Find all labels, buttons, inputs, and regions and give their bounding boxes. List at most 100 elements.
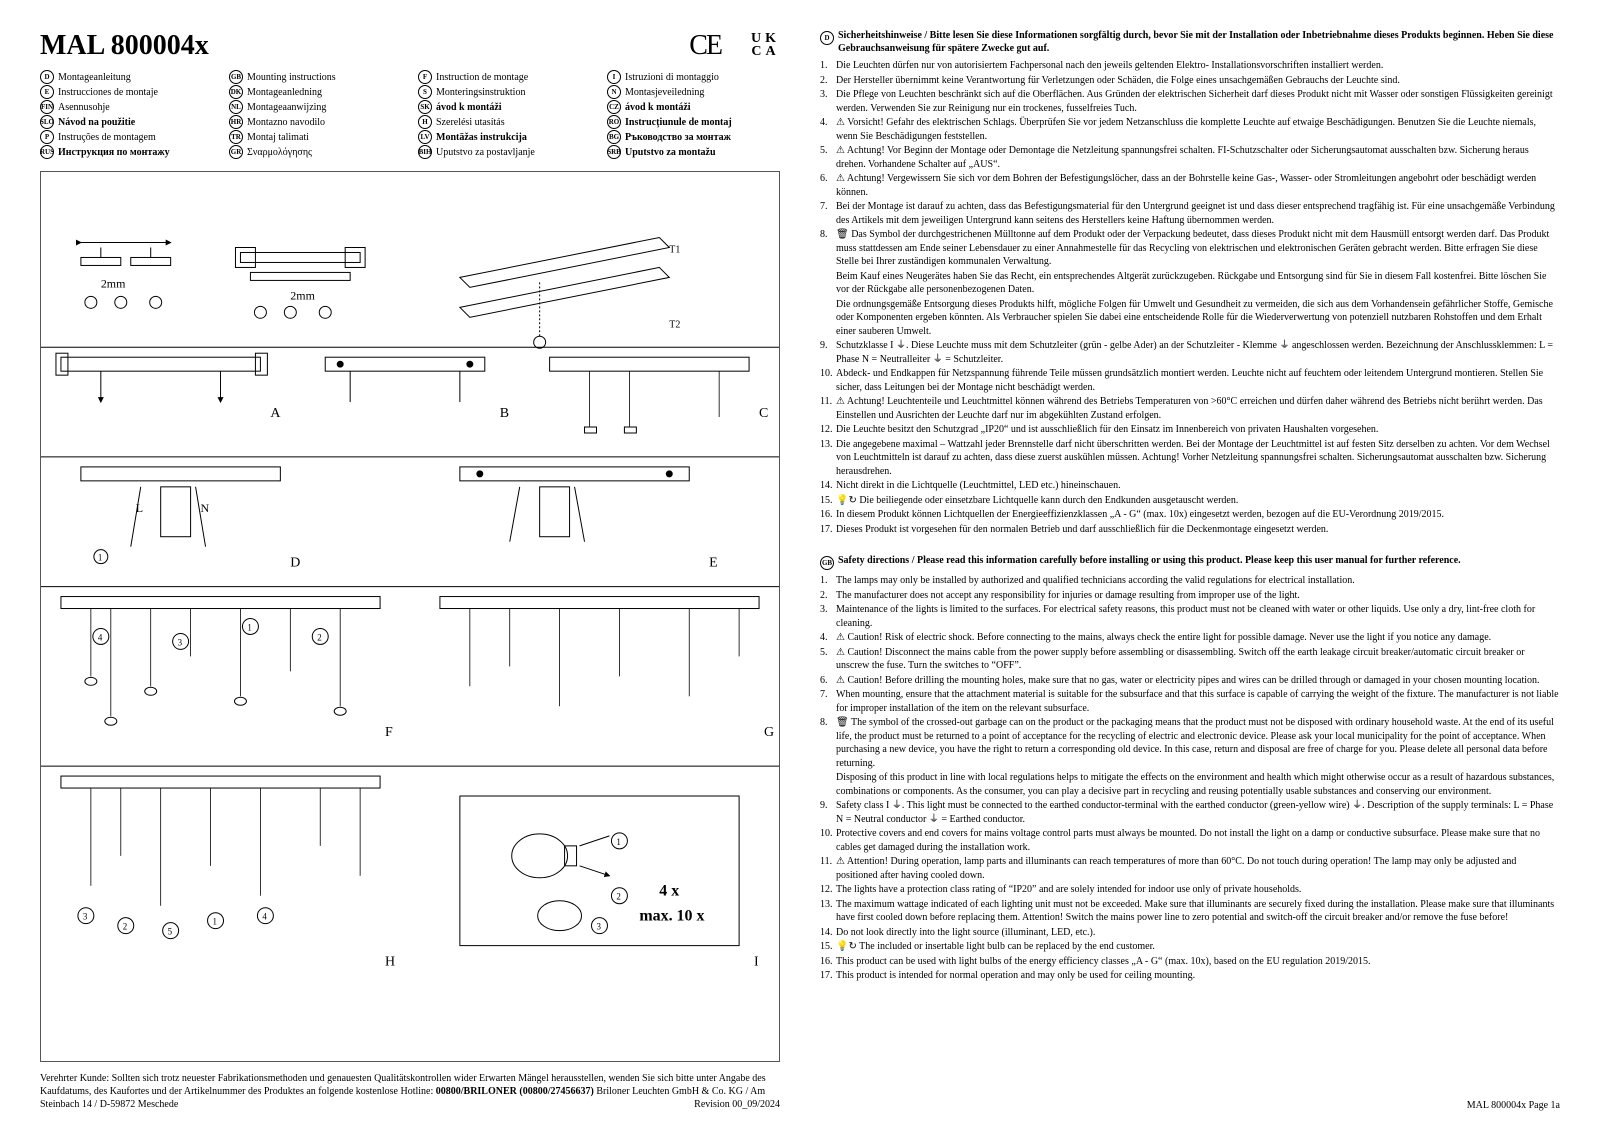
compliance-marks: CE UK CA bbox=[689, 30, 780, 62]
lang-label: Návod na použitie bbox=[58, 117, 135, 128]
safety-item: 17.Dieses Produkt ist vorgesehen für den… bbox=[836, 523, 1560, 537]
safety-item: 8.🗑 The symbol of the crossed-out garbag… bbox=[836, 716, 1560, 798]
qty-4x: 4 x bbox=[659, 883, 679, 900]
lang-label: Monteringsinstruktion bbox=[436, 87, 525, 98]
label-d: D bbox=[290, 556, 300, 571]
lang-label: Instruções de montagem bbox=[58, 132, 156, 143]
left-column: MAL 800004x CE UK CA DMontageanleitungGB… bbox=[40, 30, 780, 1111]
diagram-svg: 2mm 2mm T1 T2 bbox=[41, 172, 779, 1061]
header-row: MAL 800004x CE UK CA bbox=[40, 30, 780, 62]
lang-item-dk: DKMontageanledning bbox=[229, 85, 402, 99]
lang-circle-icon: CZ bbox=[607, 100, 621, 114]
lang-circle-icon: RO bbox=[607, 115, 621, 129]
lang-label: Instruction de montage bbox=[436, 72, 528, 83]
svg-text:2: 2 bbox=[317, 632, 321, 642]
de-header-text: Sicherheitshinweise / Bitte lesen Sie di… bbox=[838, 30, 1560, 55]
safety-item: 9.Safety class I ⏚. This light must be c… bbox=[836, 799, 1560, 826]
ukca-bottom: CA bbox=[751, 44, 779, 59]
section-de: D Sicherheitshinweise / Bitte lesen Sie … bbox=[820, 30, 1560, 537]
lang-label: Montageanledning bbox=[247, 87, 322, 98]
lang-item-sk: SK ávod k montáži bbox=[418, 100, 591, 114]
product-title: MAL 800004x bbox=[40, 30, 209, 62]
lang-label: Szerelési utasítás bbox=[436, 117, 505, 128]
lang-label: Инструкция по монтажу bbox=[58, 147, 170, 158]
safety-item: 4.⚠ Vorsicht! Gefahr des elektrischen Sc… bbox=[836, 116, 1560, 143]
lang-circle-icon: SRB bbox=[607, 145, 621, 159]
lang-circle-icon: HR bbox=[229, 115, 243, 129]
lang-circle-icon: GB bbox=[229, 70, 243, 84]
lang-label: Ръководство за монтаж bbox=[625, 132, 731, 143]
lang-label: Montageaanwijzing bbox=[247, 102, 326, 113]
svg-text:3: 3 bbox=[83, 912, 88, 922]
right-column: D Sicherheitshinweise / Bitte lesen Sie … bbox=[820, 30, 1560, 1111]
safety-item: 9.Schutzklasse I ⏚. Diese Leuchte muss m… bbox=[836, 339, 1560, 366]
lang-circle-icon: F bbox=[418, 70, 432, 84]
lang-circle-icon: P bbox=[40, 130, 54, 144]
section-de-header: D Sicherheitshinweise / Bitte lesen Sie … bbox=[820, 30, 1560, 55]
svg-text:5: 5 bbox=[168, 927, 173, 937]
label-g: G bbox=[764, 725, 774, 740]
lang-label: Mounting instructions bbox=[247, 72, 336, 83]
lang-item-fin: FINAsennusohje bbox=[40, 100, 213, 114]
lang-label: ávod k montáži bbox=[436, 102, 502, 113]
lang-circle-icon: LV bbox=[418, 130, 432, 144]
label-a: A bbox=[270, 406, 280, 421]
safety-item: 4.⚠ Caution! Risk of electric shock. Bef… bbox=[836, 631, 1560, 645]
lang-label: ávod k montáži bbox=[625, 102, 691, 113]
safety-item: 12.Die Leuchte besitzt den Schutzgrad „I… bbox=[836, 423, 1560, 437]
lang-item-e: EInstrucciones de montaje bbox=[40, 85, 213, 99]
lang-circle-icon: TR bbox=[229, 130, 243, 144]
lang-circle-icon: E bbox=[40, 85, 54, 99]
svg-text:2: 2 bbox=[123, 922, 127, 932]
svg-text:1: 1 bbox=[616, 837, 620, 847]
section-gb-header: GB Safety directions / Please read this … bbox=[820, 555, 1560, 570]
lang-item-slo: SLONávod na použitie bbox=[40, 115, 213, 129]
footer-revision: Revision 00_09/2024 bbox=[694, 1098, 780, 1111]
label-h: H bbox=[385, 955, 395, 970]
de-safety-list: 1.Die Leuchten dürfen nur von autorisier… bbox=[820, 59, 1560, 536]
safety-item: 5.⚠ Achtung! Vor Beginn der Montage oder… bbox=[836, 144, 1560, 171]
safety-item: 6.⚠ Caution! Before drilling the mountin… bbox=[836, 674, 1560, 688]
lang-label: Istruzioni di montaggio bbox=[625, 72, 719, 83]
lang-label: Montaj talimati bbox=[247, 132, 309, 143]
language-grid: DMontageanleitung GB Mounting instructions… bbox=[40, 70, 780, 159]
dim-2mm-b: 2mm bbox=[290, 288, 315, 302]
lang-label: Montāžas instrukcija bbox=[436, 132, 527, 143]
lang-item-i: IIstruzioni di montaggio bbox=[607, 70, 780, 84]
safety-item: 6.⚠ Achtung! Vergewissern Sie sich vor d… bbox=[836, 172, 1560, 199]
safety-item: 16.In diesem Produkt können Lichtquellen… bbox=[836, 508, 1560, 522]
safety-item: 5.⚠ Caution! Disconnect the mains cable … bbox=[836, 646, 1560, 673]
svg-text:N: N bbox=[201, 501, 210, 515]
lang-circle-icon: SK bbox=[418, 100, 432, 114]
svg-text:L: L bbox=[136, 501, 143, 515]
safety-item: 3.Die Pflege von Leuchten beschränkt sic… bbox=[836, 88, 1560, 115]
lang-item-n: NMontasjeveiledning bbox=[607, 85, 780, 99]
label-e: E bbox=[709, 556, 718, 571]
svg-text:1: 1 bbox=[98, 553, 102, 563]
safety-item: 3.Maintenance of the lights is limited t… bbox=[836, 603, 1560, 630]
lang-circle-icon: BIH bbox=[418, 145, 432, 159]
page-number: MAL 800004x Page 1a bbox=[820, 1090, 1560, 1111]
gb-header-text: Safety directions / Please read this inf… bbox=[838, 555, 1461, 568]
gb-safety-list: 1.The lamps may only be installed by aut… bbox=[820, 574, 1560, 983]
safety-item: 12.The lights have a protection class ra… bbox=[836, 883, 1560, 897]
safety-item: 10.Abdeck- und Endkappen für Netzspannun… bbox=[836, 367, 1560, 394]
safety-item: 13.The maximum wattage indicated of each… bbox=[836, 898, 1560, 925]
label-c: C bbox=[759, 406, 768, 421]
safety-item: 2.Der Hersteller übernimmt keine Verantw… bbox=[836, 74, 1560, 88]
lang-label: Uputstvo za postavljanje bbox=[436, 147, 535, 158]
lang-item-nl: NLMontageaanwijzing bbox=[229, 100, 402, 114]
lang-item-gb: GB Mounting instructions bbox=[229, 70, 402, 84]
assembly-diagram: 2mm 2mm T1 T2 bbox=[40, 171, 780, 1062]
svg-text:T2: T2 bbox=[669, 319, 680, 330]
lang-item-gr: GRΣναρμολόγησης bbox=[229, 145, 402, 159]
lang-label: Instrucțiunule de montaj bbox=[625, 117, 732, 128]
lang-item-d: DMontageanleitung bbox=[40, 70, 213, 84]
svg-text:4: 4 bbox=[98, 632, 103, 642]
safety-item: 15.💡↻ Die beiliegende oder einsetzbare L… bbox=[836, 494, 1560, 508]
lang-label: Montasjeveiledning bbox=[625, 87, 704, 98]
section-gb: GB Safety directions / Please read this … bbox=[820, 555, 1560, 984]
lang-circle-icon: D bbox=[40, 70, 54, 84]
lang-item-bih: BIH Uputstvo za postavljanje bbox=[418, 145, 591, 159]
svg-text:T1: T1 bbox=[669, 244, 680, 255]
